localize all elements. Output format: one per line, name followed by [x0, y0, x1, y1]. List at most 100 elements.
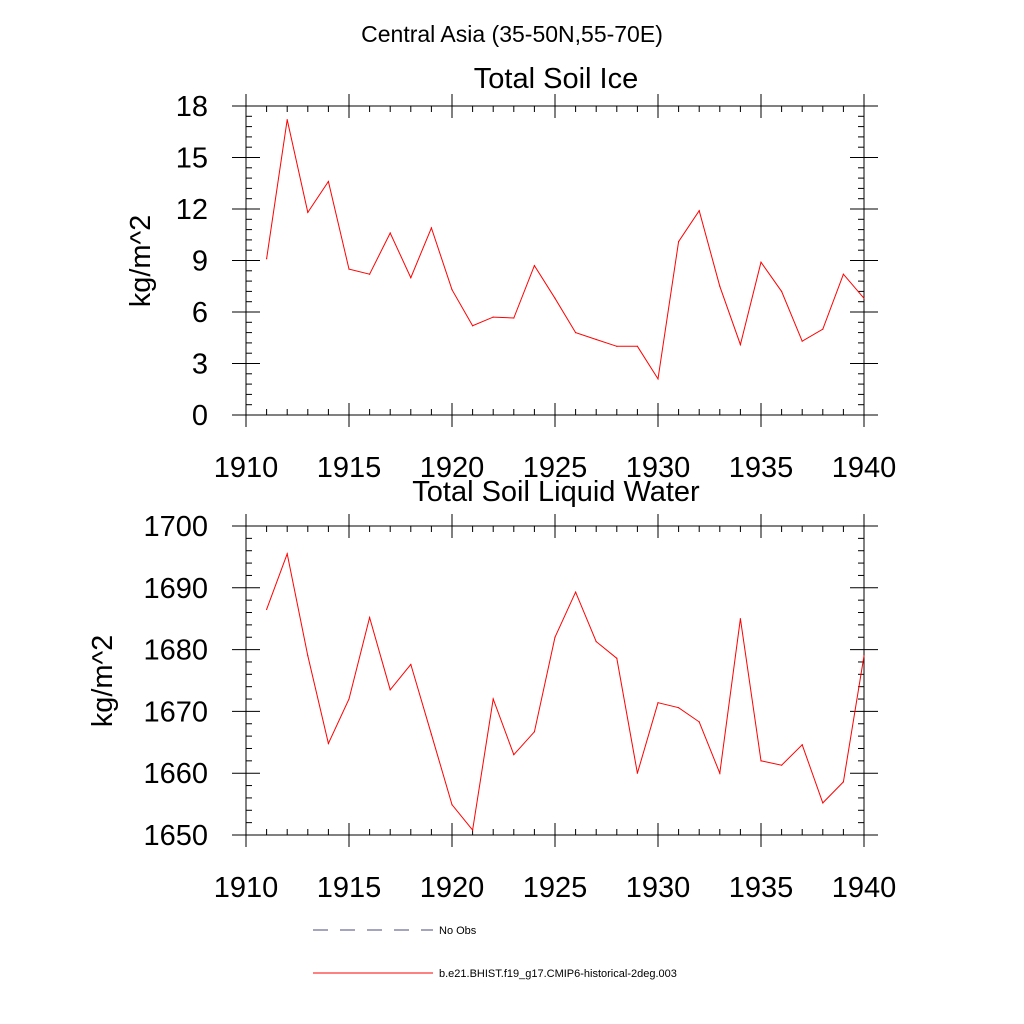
y-tick-label: 12	[176, 194, 208, 226]
y-tick-label: 1700	[143, 511, 208, 543]
y-tick-label: 9	[192, 246, 208, 278]
data-point	[678, 241, 680, 243]
x-tick-label: 1915	[317, 872, 382, 904]
data-point	[781, 290, 783, 292]
plot-frame	[245, 105, 865, 416]
data-point	[451, 289, 453, 291]
x-tick-label: 1940	[832, 452, 897, 484]
plot-frame	[245, 525, 865, 836]
data-point	[451, 804, 453, 806]
data-point	[513, 754, 515, 756]
data-point	[678, 707, 680, 709]
data-point	[513, 317, 515, 319]
y-axis-label: kg/m^2	[87, 635, 119, 728]
data-point	[389, 689, 391, 691]
data-point	[719, 772, 721, 774]
figure-title: Central Asia (35-50N,55-70E)	[361, 21, 663, 47]
panel-title: Total Soil Ice	[474, 63, 638, 95]
data-point	[842, 781, 845, 783]
x-tick-label: 1925	[523, 452, 588, 484]
x-tick-label: 1930	[626, 452, 691, 484]
data-point	[410, 663, 412, 666]
x-tick-label: 1935	[729, 872, 794, 904]
data-point	[657, 378, 659, 380]
y-tick-label: 3	[192, 349, 208, 381]
data-point	[760, 261, 762, 263]
data-point	[575, 332, 577, 334]
data-point	[554, 636, 556, 638]
data-point	[822, 802, 824, 804]
x-tick-label: 1915	[317, 452, 382, 484]
legend-label: No Obs	[439, 925, 477, 937]
data-point	[327, 180, 329, 183]
panel-title: Total Soil Liquid Water	[412, 476, 700, 508]
data-point	[719, 285, 721, 287]
y-tick-label: 6	[192, 297, 208, 329]
legend: No Obs b.e21.BHIST.f19_g17.CMIP6-histori…	[313, 925, 677, 980]
data-point	[472, 325, 474, 327]
data-point	[760, 760, 762, 762]
data-point	[739, 618, 742, 620]
data-point	[636, 345, 639, 347]
legend-label: b.e21.BHIST.f19_g17.CMIP6-historical-2de…	[439, 968, 677, 980]
data-point	[430, 733, 432, 735]
legend-entry-no-obs: No Obs	[313, 925, 477, 937]
data-point	[863, 655, 865, 657]
data-point	[472, 829, 474, 831]
data-point	[430, 227, 432, 229]
data-point	[389, 232, 391, 234]
y-tick-label: 0	[192, 400, 208, 432]
panel-total-soil-ice: Total Soil Ice kg/m^2 1910 1915 1920 1925 19…	[125, 63, 896, 484]
data-point	[575, 591, 577, 593]
data-point	[492, 698, 494, 700]
data-point	[698, 721, 700, 723]
data-point	[369, 616, 371, 619]
data-point	[286, 119, 288, 121]
data-point	[595, 640, 597, 643]
y-tick-label: 1650	[143, 820, 208, 852]
y-tick-label: 18	[176, 91, 208, 123]
data-point	[554, 297, 556, 299]
data-point	[369, 273, 371, 275]
data-point	[492, 316, 494, 318]
data-point	[801, 744, 803, 746]
data-point	[286, 553, 288, 555]
data-point	[533, 731, 536, 733]
data-point	[348, 268, 350, 270]
y-tick-label: 1690	[143, 573, 208, 605]
x-tick-label: 1910	[214, 872, 279, 904]
data-point	[410, 277, 412, 279]
data-point	[739, 344, 742, 346]
data-point	[636, 772, 639, 774]
x-tick-label: 1935	[729, 452, 794, 484]
x-tick-label: 1920	[420, 452, 485, 484]
data-point	[307, 655, 309, 657]
data-point	[533, 265, 536, 267]
legend-entry-model: b.e21.BHIST.f19_g17.CMIP6-historical-2de…	[313, 968, 677, 980]
x-tick-label: 1920	[420, 872, 485, 904]
data-point	[307, 211, 309, 214]
data-point	[801, 340, 803, 342]
data-point	[822, 328, 824, 330]
x-tick-label: 1910	[214, 452, 279, 484]
y-tick-label: 1670	[143, 696, 208, 728]
y-tick-label: 15	[176, 143, 208, 175]
data-point	[266, 258, 268, 260]
data-point	[266, 608, 268, 611]
data-point	[698, 210, 700, 212]
data-point	[781, 764, 783, 766]
data-point	[657, 702, 659, 704]
y-axis-label: kg/m^2	[125, 215, 157, 308]
panel-total-soil-liquid-water: Total Soil Liquid Water kg/m^2 1910 1915 1…	[87, 476, 896, 904]
x-tick-label: 1925	[523, 872, 588, 904]
series-line	[266, 119, 865, 381]
data-point	[842, 273, 845, 275]
data-point	[616, 345, 618, 347]
x-tick-label: 1930	[626, 872, 691, 904]
y-tick-label: 1680	[143, 635, 208, 667]
y-tick-label: 1660	[143, 758, 208, 790]
data-point	[348, 698, 350, 700]
data-point	[616, 657, 618, 659]
data-point	[863, 297, 865, 299]
